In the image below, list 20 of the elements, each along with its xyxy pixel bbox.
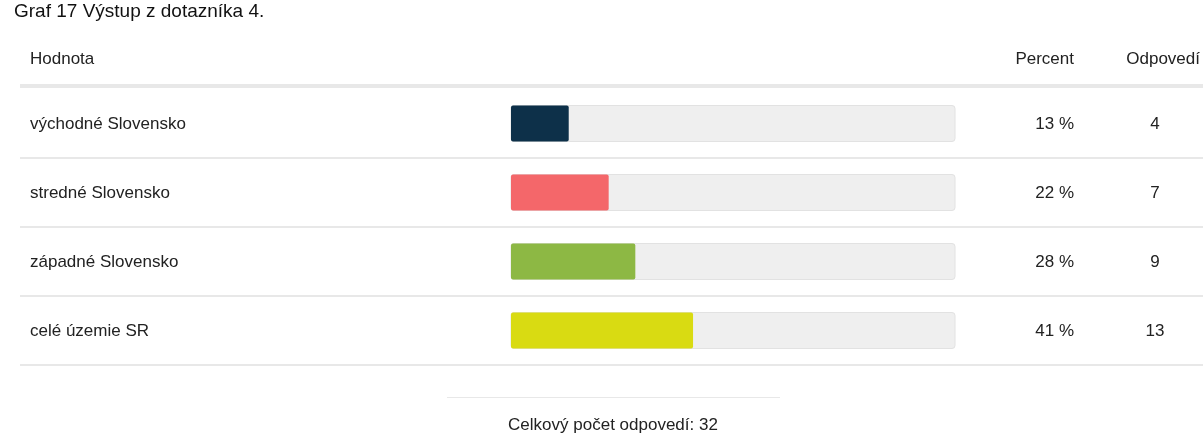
text: 4: [1150, 114, 1160, 133]
text: 7: [1150, 183, 1160, 202]
text: 13: [1145, 321, 1165, 340]
text: Percent: [1015, 48, 1075, 68]
text: Celkový počet odpovedí: 32: [508, 414, 718, 434]
y-tick-label: východné Slovensko: [30, 114, 186, 133]
text: Graf 17 Výstup z dotazníka 4.: [14, 0, 265, 22]
y-tick-label: západné Slovensko: [30, 252, 179, 271]
text: 9: [1150, 252, 1160, 271]
data-label: 41 %: [1035, 321, 1074, 340]
bar: [511, 243, 636, 280]
y-tick-label: stredné Slovensko: [30, 183, 170, 202]
data-label: 28 %: [1035, 252, 1074, 271]
data-label: 13 %: [1035, 114, 1074, 133]
text: Odpovedí: [1126, 48, 1201, 68]
data-label: 22 %: [1035, 183, 1074, 202]
y-axis-title: Hodnota: [30, 48, 95, 68]
bar: [511, 174, 609, 211]
bar: [511, 105, 569, 142]
y-tick-label: celé územie SR: [30, 321, 150, 340]
